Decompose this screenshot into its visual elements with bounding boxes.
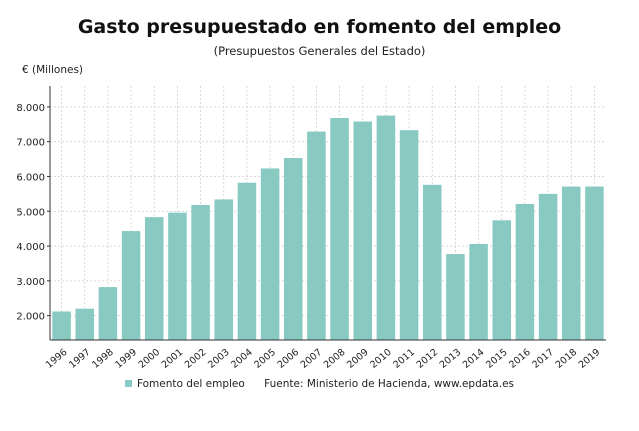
x-tick-labels: 1996199719981999200020012002200320042005… [44,347,602,371]
y-tick-label: 3.000 [16,277,45,288]
x-tick-label: 2001 [160,347,186,371]
x-tick-label: 2018 [554,347,580,371]
bar-2010 [376,115,396,340]
y-tick-label: 6.000 [16,172,45,183]
x-tick-label: 2014 [461,347,487,371]
bar-2001 [168,212,187,340]
bar-2011 [399,130,419,340]
y-tick-label: 2.000 [16,312,45,323]
bar-2004 [237,182,257,340]
bar-2009 [353,121,373,340]
bar-1997 [75,308,95,340]
y-axis-label: € (Millones) [22,64,84,76]
x-tick-label: 1999 [113,347,139,371]
x-tick-label: 2015 [484,347,510,371]
bar-2000 [144,217,164,340]
bar-2012 [422,184,442,340]
y-tick-label: 4.000 [16,242,45,253]
y-tick-label: 7.000 [16,138,45,149]
x-tick-label: 2019 [577,347,603,371]
bar-2007 [307,131,326,340]
x-tick-label: 2000 [137,347,163,371]
bar-2016 [515,203,535,340]
bar-2008 [330,118,349,340]
bar-2005 [260,168,280,340]
x-tick-label: 2011 [391,347,417,371]
bar-2014 [469,243,488,340]
legend-swatch [124,380,132,387]
bar-2015 [492,220,512,340]
chart-subtitle: (Presupuestos Generales del Estado) [213,44,426,58]
x-tick-label: 2010 [368,347,394,371]
legend-item: Fomento del empleo [124,378,248,390]
bars [52,115,604,340]
x-tick-label: 2002 [183,347,209,371]
bar-2019 [585,186,604,340]
x-tick-label: 2013 [438,347,464,371]
y-tick-labels: 2.000 3.000 4.000 5.000 6.000 7.000 8.000 [16,103,45,323]
bar-2006 [283,158,303,340]
bar-2013 [446,254,465,340]
x-tick-label: 2009 [345,347,371,371]
chart-title: Gasto presupuestado en fomento del emple… [77,16,562,38]
x-tick-label: 2017 [530,347,556,371]
x-tick-label: 1997 [67,347,93,371]
bar-1998 [98,287,118,340]
x-tick-label: 1998 [90,347,116,371]
y-tick-label: 5.000 [16,207,45,218]
y-tick-label: 8.000 [16,103,45,114]
source-note: Fuente: Ministerio de Hacienda, www.epda… [264,378,515,390]
x-tick-label: 2016 [507,347,533,371]
bar-2002 [191,204,210,340]
axes [47,86,606,341]
x-tick-label: 2007 [299,347,325,371]
legend: Fomento del empleo Fuente: Ministerio de… [0,378,639,390]
bar-2017 [538,193,558,340]
bar-1996 [52,311,71,340]
legend-label: Fomento del empleo [136,378,245,390]
x-tick-label: 2012 [415,347,441,371]
x-tick-label: 2004 [229,347,255,371]
x-tick-label: 2003 [206,347,232,371]
bar-2003 [214,199,234,340]
x-tick-label: 1996 [44,347,70,371]
bar-2018 [561,186,581,340]
x-tick-label: 2008 [322,347,348,371]
gridlines [50,86,606,340]
x-tick-label: 2005 [252,347,278,371]
bar-1999 [121,231,141,340]
x-tick-label: 2006 [276,347,302,371]
